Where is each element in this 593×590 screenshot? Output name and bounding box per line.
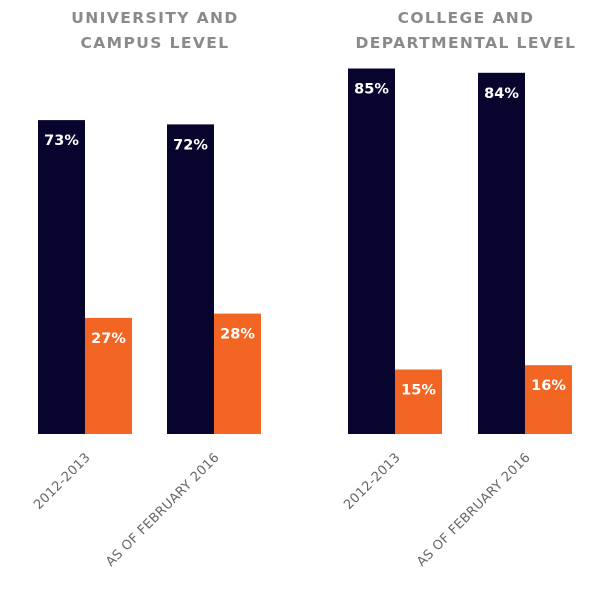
data-label-dark-0: 73%: [44, 133, 79, 149]
bar-orange-1: [525, 365, 572, 434]
panel-university-campus-level: UNIVERSITY AND CAMPUS LEVEL 73% 27% 2012-201…: [31, 9, 261, 570]
bar-dark-1: [167, 124, 214, 435]
panel-title-line-1: UNIVERSITY AND: [71, 9, 238, 27]
data-label-dark-1: 84%: [484, 86, 519, 102]
data-label-orange-0: 15%: [401, 383, 436, 399]
bar-dark-0: [38, 120, 85, 434]
panel-title-line-2: CAMPUS LEVEL: [80, 34, 229, 52]
bar-orange-0: [85, 317, 132, 434]
data-label-orange-0: 27%: [91, 331, 126, 347]
bar-orange-0: [395, 369, 442, 434]
panel-title-line-1: COLLEGE AND: [398, 9, 535, 27]
category-tick-label-0: 2012-2013: [341, 450, 404, 513]
data-label-dark-1: 72%: [173, 137, 208, 153]
panel-college-departmental-level: COLLEGE AND DEPARTMENTAL LEVEL 85% 15% 2012-…: [341, 9, 577, 570]
data-label-orange-1: 16%: [531, 378, 566, 394]
bar-dark-1: [478, 72, 525, 435]
category-tick-label-1: AS OF FEBRUARY 2016: [103, 450, 223, 570]
category-tick-label-1: AS OF FEBRUARY 2016: [414, 450, 534, 570]
bar-orange-1: [214, 313, 261, 434]
data-label-orange-1: 28%: [220, 327, 255, 343]
data-label-dark-0: 85%: [354, 82, 389, 98]
bar-dark-0: [348, 68, 395, 434]
panel-title-line-2: DEPARTMENTAL LEVEL: [356, 34, 577, 52]
category-tick-label-0: 2012-2013: [31, 450, 94, 513]
